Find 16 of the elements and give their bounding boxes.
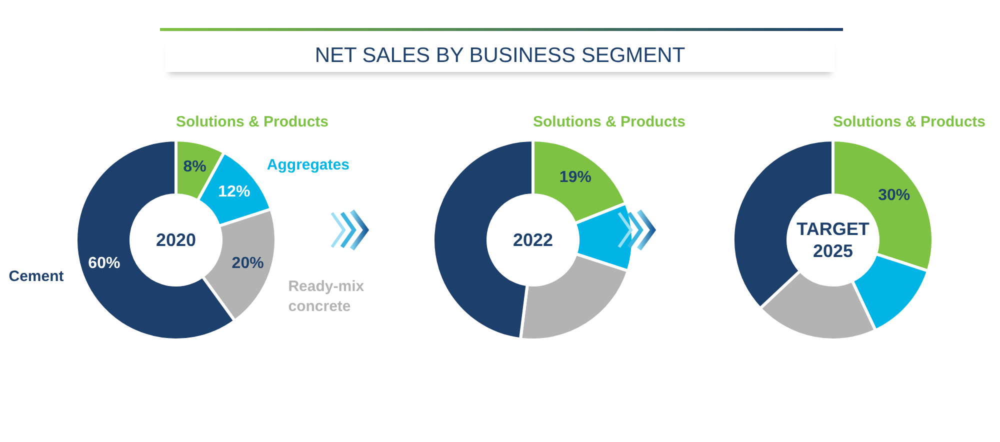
data-label: 60%	[88, 254, 120, 272]
slice-label: Solutions & Products	[833, 114, 986, 130]
data-label: 20%	[232, 254, 264, 272]
slice-label: Solutions & Products	[176, 114, 329, 130]
data-label: 12%	[218, 183, 250, 200]
slice-label: Aggregates	[266, 156, 350, 174]
data-label: 30%	[878, 187, 910, 204]
slice-label: Ready-mix concrete	[288, 278, 365, 315]
data-label: 8%	[183, 158, 206, 176]
text: 2020	[156, 230, 196, 250]
data-label: 19%	[559, 169, 592, 186]
text: TARGET 2025	[796, 219, 870, 261]
slice-label: Solutions & Products	[533, 114, 686, 130]
slice-label: Cement	[8, 268, 64, 285]
text: 2022	[512, 230, 554, 250]
chart-title: NET SALES BY BUSINESS SEGMENT	[314, 44, 686, 67]
